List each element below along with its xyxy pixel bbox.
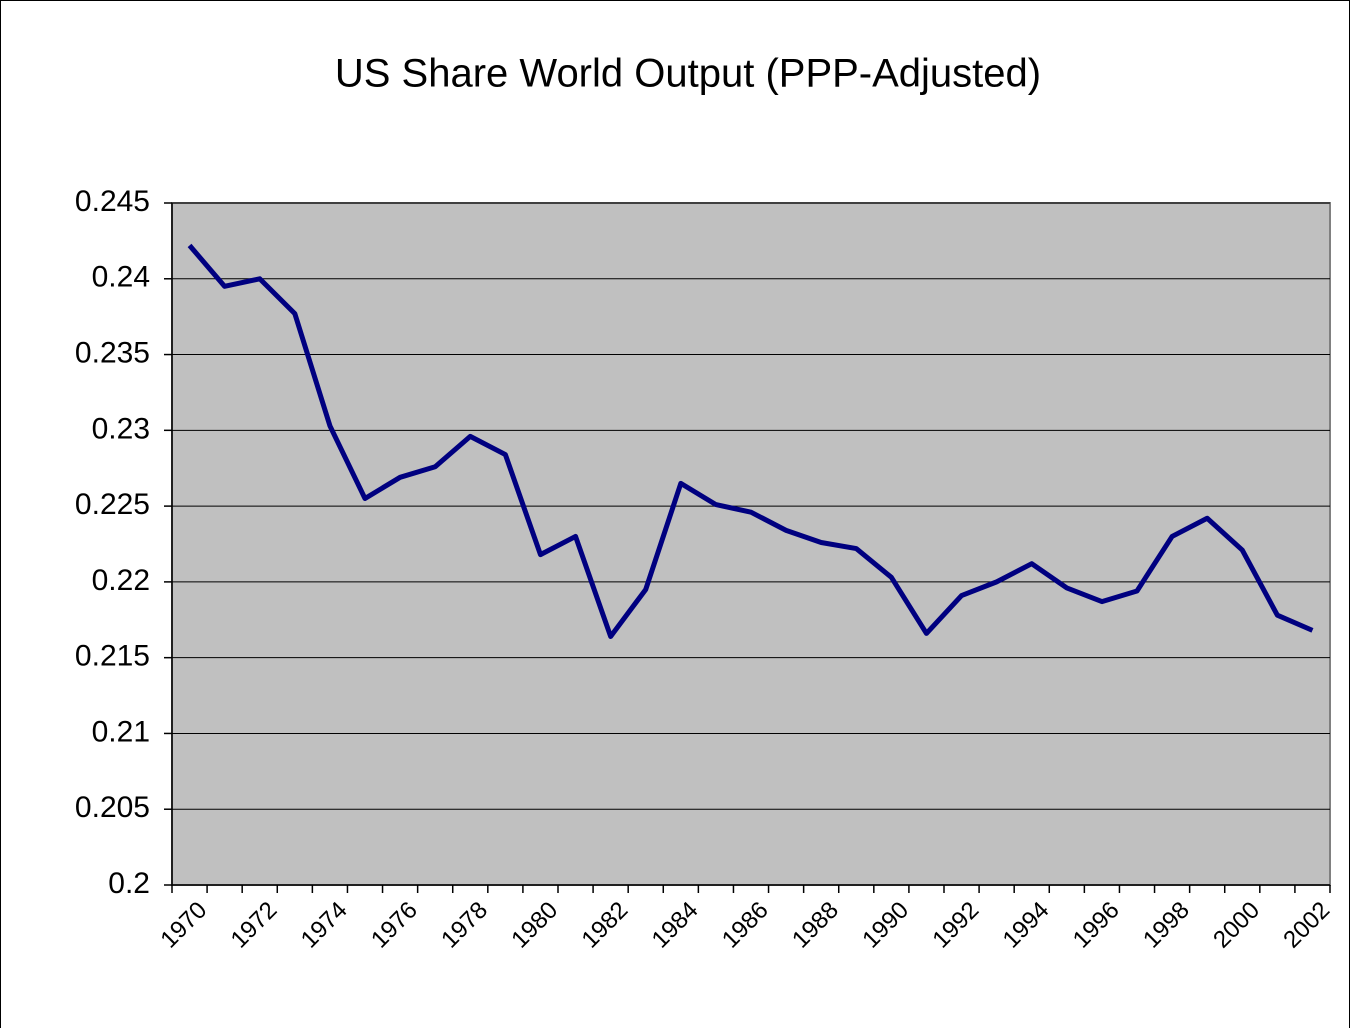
plot-area — [171, 202, 1331, 886]
y-tick-label: 0.225 — [75, 488, 150, 521]
y-tick-label: 0.215 — [75, 640, 150, 673]
y-tick-label: 0.22 — [92, 564, 150, 597]
y-tick-label: 0.2 — [108, 867, 150, 900]
chart-title: US Share World Output (PPP-Adjusted) — [335, 52, 1041, 96]
y-tick-label: 0.235 — [75, 336, 150, 369]
y-tick-label: 0.24 — [92, 261, 150, 294]
y-tick-label: 0.205 — [75, 791, 150, 824]
y-tick-label: 0.23 — [92, 412, 150, 445]
y-tick-label: 0.245 — [75, 185, 150, 218]
data-line — [187, 243, 1314, 639]
y-tick-label: 0.21 — [92, 715, 150, 748]
